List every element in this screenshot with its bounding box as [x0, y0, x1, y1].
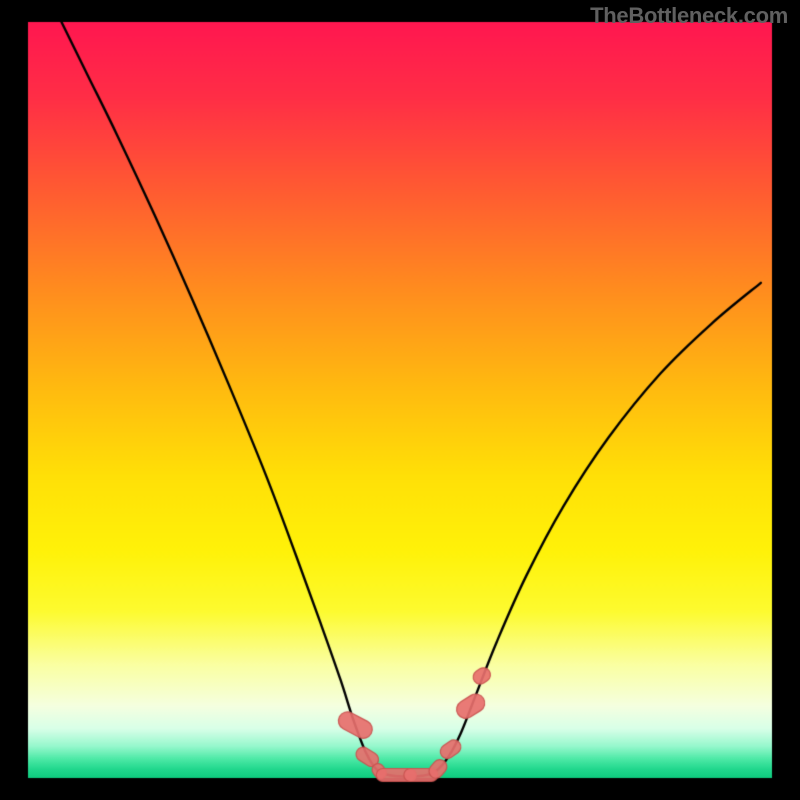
chart-stage: TheBottleneck.com — [0, 0, 800, 800]
bottleneck-chart — [0, 0, 800, 800]
